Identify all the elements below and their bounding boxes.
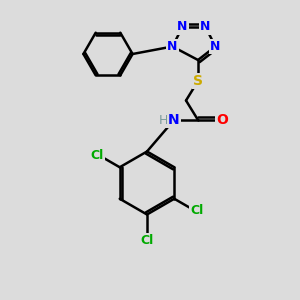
Text: S: S — [193, 74, 203, 88]
Text: H: H — [159, 113, 168, 127]
Text: Cl: Cl — [190, 204, 204, 217]
Text: N: N — [168, 113, 180, 127]
Text: Cl: Cl — [140, 233, 154, 247]
Text: N: N — [177, 20, 188, 34]
Text: N: N — [210, 40, 220, 53]
Text: N: N — [200, 20, 211, 34]
Text: Cl: Cl — [90, 149, 104, 162]
Text: O: O — [216, 113, 228, 127]
Text: N: N — [167, 40, 178, 53]
